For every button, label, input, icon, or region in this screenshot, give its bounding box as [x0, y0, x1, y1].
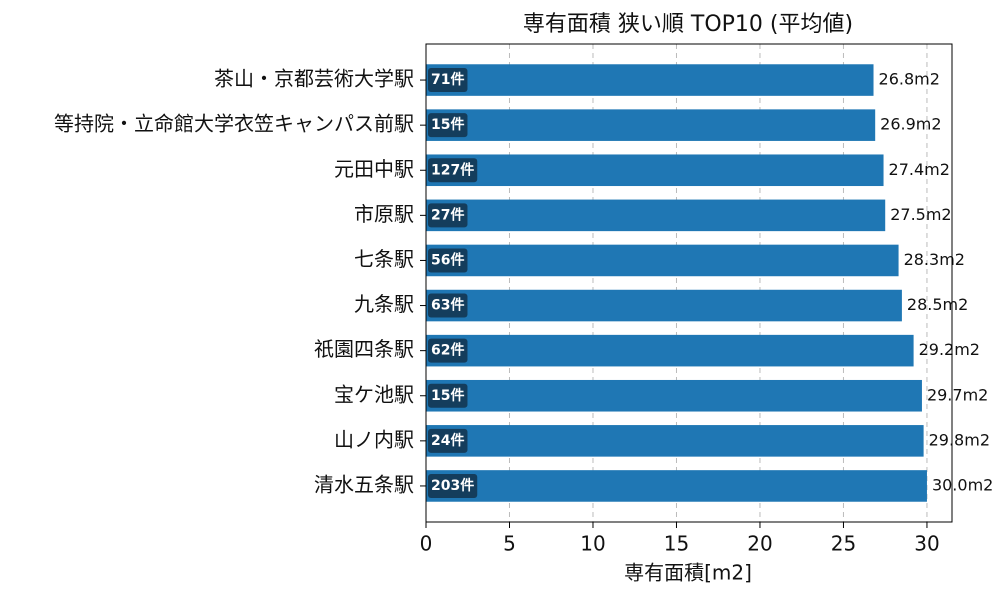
bar — [426, 425, 924, 457]
x-tick-label: 30 — [914, 532, 939, 556]
bar — [426, 199, 886, 232]
annotation-box — [428, 158, 478, 183]
annotation-box — [428, 338, 468, 363]
bar-annotation: 15件 — [431, 387, 464, 404]
annotation-box — [428, 203, 468, 228]
bar-annotation: 63件 — [431, 297, 464, 314]
bar-annotation: 62件 — [431, 342, 464, 359]
annotation-box — [428, 293, 468, 318]
bar — [426, 379, 922, 412]
annotation-box — [428, 428, 468, 453]
bar — [426, 289, 902, 322]
bar-annotation: 203件 — [431, 477, 474, 494]
value-label: 28.3m2 — [904, 250, 965, 269]
bar-annotation: 27件 — [431, 206, 464, 223]
bar-annotation: 15件 — [431, 116, 464, 133]
x-tick-label: 5 — [503, 532, 516, 556]
y-tick-label: 清水五条駅 — [314, 472, 414, 496]
bar — [426, 470, 927, 502]
value-label: 29.2m2 — [919, 340, 980, 359]
bar-annotation: 127件 — [431, 161, 474, 178]
y-tick-label: 七条駅 — [354, 247, 414, 271]
annotation-box — [428, 473, 478, 498]
x-axis-label: 専有面積[m2] — [624, 561, 752, 585]
y-tick-label: 等持院・立命館大学衣笠キャンパス前駅 — [54, 112, 414, 136]
y-tick-label: 九条駅 — [354, 292, 414, 316]
value-label: 27.5m2 — [890, 205, 951, 224]
bar-annotation: 24件 — [431, 432, 464, 449]
y-tick-label: 宝ケ池駅 — [334, 382, 414, 406]
bar — [426, 64, 874, 96]
annotation-box — [428, 68, 468, 93]
bar-annotation: 71件 — [431, 71, 464, 88]
plot-frame — [425, 43, 953, 523]
value-label: 28.5m2 — [907, 295, 968, 314]
value-label: 26.8m2 — [879, 70, 940, 89]
bar — [426, 109, 876, 141]
value-label: 29.8m2 — [929, 430, 990, 449]
bar — [426, 334, 914, 367]
x-tick-label: 20 — [747, 532, 772, 556]
value-label: 29.7m2 — [927, 385, 988, 404]
bar-annotation: 56件 — [431, 251, 464, 268]
annotation-box — [428, 248, 468, 273]
bar — [426, 244, 899, 277]
y-tick-label: 茶山・京都芸術大学駅 — [214, 67, 414, 91]
x-tick-label: 0 — [420, 532, 433, 556]
x-tick-label: 15 — [664, 532, 689, 556]
y-tick-label: 山ノ内駅 — [334, 427, 414, 451]
value-label: 30.0m2 — [932, 475, 993, 494]
x-tick-label: 25 — [831, 532, 856, 556]
bar — [426, 154, 884, 187]
y-tick-label: 祇園四条駅 — [314, 337, 414, 361]
y-tick-label: 市原駅 — [354, 202, 414, 226]
value-label: 27.4m2 — [889, 160, 950, 179]
x-tick-label: 10 — [580, 532, 605, 556]
y-tick-label: 元田中駅 — [334, 157, 414, 181]
chart-title: 専有面積 狭い順 TOP10 (平均値) — [523, 12, 853, 37]
annotation-box — [428, 113, 468, 138]
value-label: 26.9m2 — [880, 115, 941, 134]
annotation-box — [428, 383, 468, 408]
